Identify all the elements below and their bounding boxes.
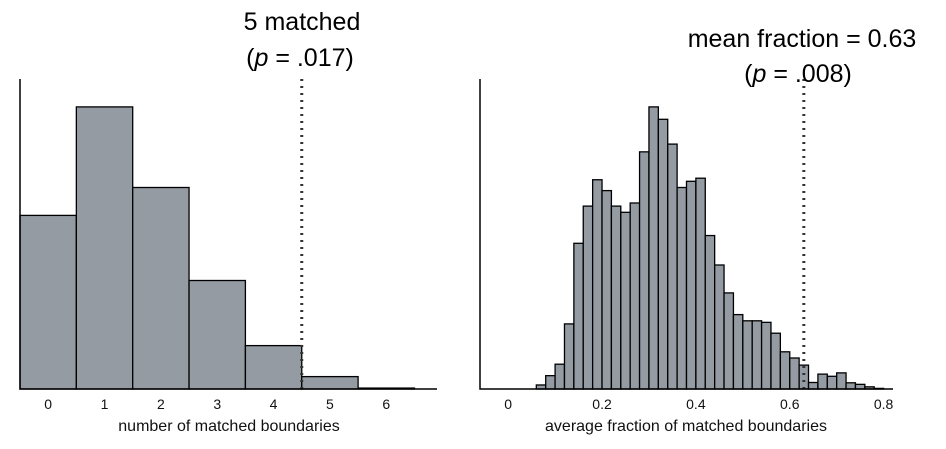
p-value-right: = .008)	[766, 60, 851, 88]
annotation-pvalue-right: (p = .008)	[744, 60, 852, 88]
histogram-bin	[545, 375, 556, 390]
tick-labels-left: 0 1 2 3 4 5 6	[44, 396, 390, 412]
histogram-bin	[723, 292, 735, 390]
x-tick-label: 2	[157, 396, 165, 412]
x-tick-label: 4	[270, 396, 278, 412]
p-symbol-right: p	[751, 60, 766, 88]
x-tick-label: 1	[101, 396, 109, 412]
histogram-bin	[742, 320, 753, 390]
histogram-bin	[657, 118, 669, 390]
histogram-bin	[695, 177, 706, 390]
annotation-line1-left: 5 matched	[244, 8, 361, 36]
histogram-bin	[610, 205, 622, 390]
x-axis-label-right: average fraction of matched boundaries	[545, 418, 827, 435]
histogram-bin	[836, 372, 847, 390]
p-value-left: = .017)	[268, 44, 353, 72]
histogram-bin	[676, 186, 688, 390]
bar	[244, 344, 303, 390]
histogram-bin	[667, 143, 678, 390]
histogram-bin	[601, 189, 613, 390]
histogram-bin	[751, 320, 763, 390]
x-tick-label: 0.8	[874, 396, 894, 412]
histogram-bin	[770, 332, 782, 390]
annotation-line1-right: mean fraction = 0.63	[688, 25, 917, 53]
bar	[75, 106, 134, 390]
histogram-bin	[760, 321, 772, 390]
histogram-bin	[591, 179, 603, 390]
histogram-bin	[704, 234, 716, 390]
histogram-bin	[845, 382, 857, 390]
x-tick-label: 0.4	[686, 396, 706, 412]
x-tick-label: 0.6	[780, 396, 800, 412]
axes-left	[19, 79, 437, 390]
x-tick-label: 0	[44, 396, 52, 412]
x-axis-label-left: number of matched boundaries	[118, 418, 339, 435]
histogram-bin	[798, 364, 810, 390]
annotation-pvalue-left: (p = .017)	[246, 44, 354, 72]
histogram-bin	[554, 363, 566, 390]
histogram-bin	[638, 151, 650, 390]
histogram-bin	[807, 381, 819, 390]
x-tick-label: 3	[213, 396, 221, 412]
bar	[19, 214, 78, 390]
histogram-bin	[648, 106, 659, 390]
panel-matched-count: 0 1 2 3 4 5 6 number of matched boundaries 5 m…	[19, 8, 437, 435]
histogram-bin	[817, 373, 828, 390]
x-tick-label: 0	[504, 396, 512, 412]
histogram-bin	[563, 323, 575, 390]
histogram-bin	[789, 357, 800, 390]
x-tick-label: 6	[382, 396, 390, 412]
x-tick-label: 5	[326, 396, 334, 412]
histogram-bin	[779, 351, 791, 390]
open-paren: (	[246, 44, 255, 72]
bar	[132, 186, 190, 390]
panel-mean-fraction: 0 0.2 0.4 0.6 0.8 average fraction of matche…	[479, 25, 917, 435]
histogram-bin	[826, 375, 838, 390]
x-tick-label: 0.2	[592, 396, 612, 412]
bar	[301, 375, 359, 390]
histogram-bin	[629, 202, 641, 390]
histogram-bin	[582, 205, 594, 390]
axes-right	[479, 79, 893, 390]
bars-group-left	[19, 106, 416, 390]
bar	[188, 279, 247, 390]
tick-labels-right: 0 0.2 0.4 0.6 0.8	[504, 396, 893, 412]
histogram-bin	[573, 242, 584, 390]
bars-group-right	[535, 106, 885, 390]
histogram-bin	[620, 211, 631, 390]
histogram-bin	[732, 313, 744, 390]
histogram-bin	[685, 180, 697, 390]
histogram-bin	[714, 264, 725, 390]
p-symbol-left: p	[253, 44, 268, 72]
open-paren: (	[744, 60, 753, 88]
